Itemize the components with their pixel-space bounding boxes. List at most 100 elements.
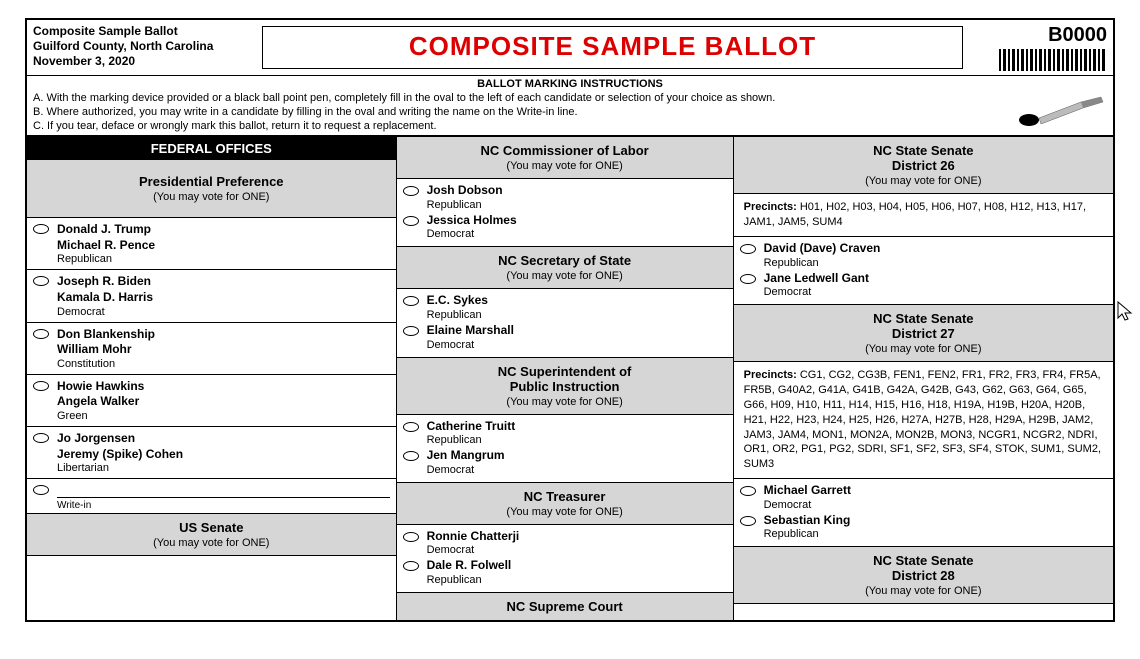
party-label: Republican — [764, 528, 1107, 540]
candidate-ticket[interactable]: Donald J. Trump Michael R. Pence Republi… — [27, 218, 396, 270]
contest-title: NC Treasurer — [401, 489, 729, 504]
candidate-row[interactable]: Josh DobsonRepublican — [403, 183, 727, 211]
federal-offices-header: FEDERAL OFFICES — [27, 137, 396, 160]
candidate-name: Ronnie Chatterji — [427, 529, 727, 545]
candidate-row[interactable]: Michael GarrettDemocrat — [740, 483, 1107, 511]
party-label: Democrat — [427, 464, 727, 476]
contest-title-2: District 27 — [738, 326, 1109, 341]
barcode — [999, 49, 1107, 71]
contest-title-2: Public Instruction — [401, 379, 729, 394]
column-1: FEDERAL OFFICES Presidential Preference … — [27, 137, 397, 620]
vote-oval[interactable] — [740, 274, 756, 284]
candidate-name: Catherine Truitt — [427, 419, 727, 435]
candidate-ticket[interactable]: Howie Hawkins Angela Walker Green — [27, 375, 396, 427]
instruction-b: B. Where authorized, you may write in a … — [33, 106, 997, 120]
contest-sub: (You may vote for ONE) — [738, 175, 1109, 187]
candidate-ticket[interactable]: Joseph R. Biden Kamala D. Harris Democra… — [27, 270, 396, 322]
candidate-name: David (Dave) Craven — [764, 241, 1107, 257]
vote-oval[interactable] — [403, 451, 419, 461]
column-2: NC Commissioner of Labor (You may vote f… — [397, 137, 734, 620]
party-label: Republican — [427, 434, 727, 446]
ballot-code: B0000 — [999, 24, 1107, 47]
candidate-name: Don Blankenship — [57, 327, 390, 343]
columns: FEDERAL OFFICES Presidential Preference … — [27, 137, 1113, 620]
party-label: Libertarian — [57, 462, 390, 474]
party-label: Democrat — [57, 306, 390, 318]
jurisdiction-info: Composite Sample Ballot Guilford County,… — [27, 20, 252, 75]
vote-oval[interactable] — [403, 326, 419, 336]
candidate-name: Josh Dobson — [427, 183, 727, 199]
contest-sub: (You may vote for ONE) — [738, 585, 1109, 597]
vote-oval[interactable] — [740, 486, 756, 496]
candidate-name: Sebastian King — [764, 513, 1107, 529]
write-in-label: Write-in — [57, 497, 390, 511]
candidate-row[interactable]: David (Dave) CravenRepublican — [740, 241, 1107, 269]
vote-oval[interactable] — [740, 516, 756, 526]
vote-oval[interactable] — [33, 433, 49, 443]
contest-sub: (You may vote for ONE) — [31, 537, 392, 549]
candidate-row[interactable]: Elaine MarshallDemocrat — [403, 323, 727, 351]
candidate-name: Kamala D. Harris — [57, 290, 390, 306]
vote-oval[interactable] — [33, 381, 49, 391]
code-box: B0000 — [993, 20, 1113, 75]
sos-header: NC Secretary of State (You may vote for … — [397, 247, 733, 289]
district-28-header: NC State Senate District 28 (You may vot… — [734, 547, 1113, 604]
candidate-row[interactable]: Ronnie ChatterjiDemocrat — [403, 529, 727, 557]
party-label: Green — [57, 410, 390, 422]
vote-oval[interactable] — [403, 216, 419, 226]
vote-oval[interactable] — [33, 329, 49, 339]
candidate-row[interactable]: Dale R. FolwellRepublican — [403, 558, 727, 586]
vote-oval[interactable] — [403, 186, 419, 196]
contest-title: NC Secretary of State — [401, 253, 729, 268]
party-label: Republican — [427, 574, 727, 586]
candidate-name: Jeremy (Spike) Cohen — [57, 447, 390, 463]
precincts-27: Precincts: CG1, CG2, CG3B, FEN1, FEN2, F… — [734, 362, 1113, 479]
candidate-group: David (Dave) CravenRepublican Jane Ledwe… — [734, 237, 1113, 305]
party-label: Republican — [427, 199, 727, 211]
candidate-ticket[interactable]: Don Blankenship William Mohr Constitutio… — [27, 323, 396, 375]
instructions-row: A. With the marking device provided or a… — [27, 90, 1113, 137]
contest-title-2: District 26 — [738, 158, 1109, 173]
candidate-row[interactable]: Jen MangrumDemocrat — [403, 448, 727, 476]
party-label: Democrat — [764, 499, 1107, 511]
party-label: Republican — [764, 257, 1107, 269]
labor-header: NC Commissioner of Labor (You may vote f… — [397, 137, 733, 179]
vote-oval[interactable] — [403, 561, 419, 571]
spi-header: NC Superintendent of Public Instruction … — [397, 358, 733, 415]
candidate-row[interactable]: Catherine TruittRepublican — [403, 419, 727, 447]
candidate-row[interactable]: Sebastian KingRepublican — [740, 513, 1107, 541]
candidate-name: Donald J. Trump — [57, 222, 390, 238]
vote-oval[interactable] — [33, 276, 49, 286]
vote-oval[interactable] — [403, 422, 419, 432]
write-in-row[interactable]: Write-in — [27, 479, 396, 514]
candidate-name: Angela Walker — [57, 394, 390, 410]
vote-oval[interactable] — [33, 485, 49, 495]
instruction-a: A. With the marking device provided or a… — [33, 92, 997, 106]
candidate-name: Jessica Holmes — [427, 213, 727, 229]
vote-oval[interactable] — [740, 244, 756, 254]
vote-oval[interactable] — [33, 224, 49, 234]
cursor-icon — [1116, 300, 1136, 324]
candidate-row[interactable]: E.C. SykesRepublican — [403, 293, 727, 321]
candidate-row[interactable]: Jessica HolmesDemocrat — [403, 213, 727, 241]
contest-sub: (You may vote for ONE) — [401, 506, 729, 518]
ballot-type: Composite Sample Ballot — [33, 24, 246, 39]
contest-title: NC Superintendent of — [401, 364, 729, 379]
vote-oval[interactable] — [403, 532, 419, 542]
candidate-row[interactable]: Jane Ledwell GantDemocrat — [740, 271, 1107, 299]
district-27-header: NC State Senate District 27 (You may vot… — [734, 305, 1113, 362]
candidate-ticket[interactable]: Jo Jorgensen Jeremy (Spike) Cohen Libert… — [27, 427, 396, 479]
party-label: Republican — [57, 253, 390, 265]
contest-title-2: District 28 — [738, 568, 1109, 583]
party-label: Democrat — [427, 544, 727, 556]
district-26-header: NC State Senate District 26 (You may vot… — [734, 137, 1113, 194]
precinct-list: CG1, CG2, CG3B, FEN1, FEN2, FR1, FR2, FR… — [744, 369, 1101, 470]
candidate-name: Jane Ledwell Gant — [764, 271, 1107, 287]
contest-sub: (You may vote for ONE) — [738, 343, 1109, 355]
party-label: Democrat — [427, 339, 727, 351]
contest-title: NC Supreme Court — [401, 599, 729, 614]
vote-oval[interactable] — [403, 296, 419, 306]
ballot-page: Composite Sample Ballot Guilford County,… — [25, 18, 1115, 622]
party-label: Constitution — [57, 358, 390, 370]
candidate-group: Michael GarrettDemocrat Sebastian KingRe… — [734, 479, 1113, 547]
